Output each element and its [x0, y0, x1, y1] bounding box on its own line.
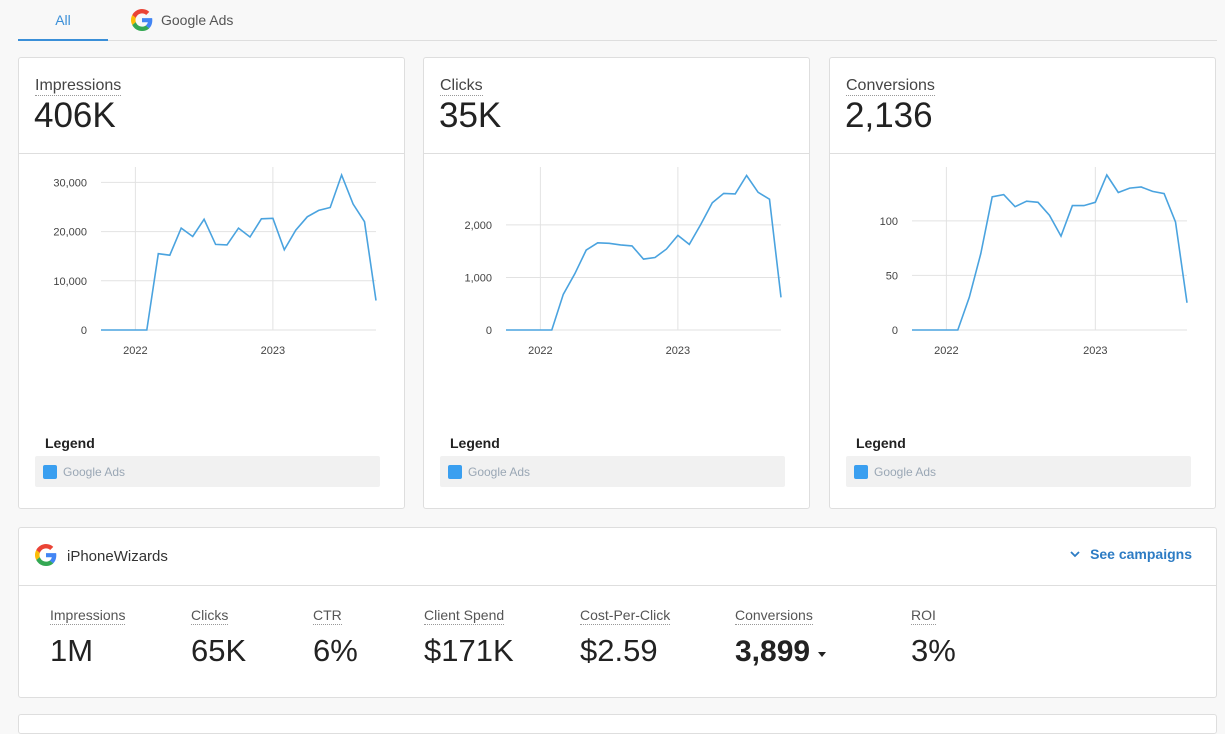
metric-roi: ROI 3% — [911, 607, 956, 669]
metric-label[interactable]: Client Spend — [424, 607, 505, 625]
account-summary: iPhoneWizards See campaigns Impressions … — [18, 527, 1217, 698]
next-account-card — [18, 714, 1217, 734]
metric-value: $171K — [424, 633, 514, 668]
metric-label[interactable]: ROI — [911, 607, 936, 625]
metric-value: 1M — [50, 633, 94, 668]
legend-item-label: Google Ads — [63, 464, 126, 479]
legend-item-google-ads[interactable]: Google Ads — [846, 456, 1191, 487]
metric-conversions: Conversions 3,899 — [735, 607, 827, 669]
metric-label[interactable]: Clicks — [191, 607, 229, 625]
y-tick-label: 0 — [81, 325, 87, 337]
metric-value: 3% — [911, 633, 956, 668]
clicks-card: Clicks 35K 0 1,000 2,000 2022 2023 Legend Go… — [423, 57, 810, 509]
conversions-card: Conversions 2,136 0 50 100 2022 2023 Legend … — [829, 57, 1216, 509]
x-tick-label: 2023 — [1083, 345, 1107, 357]
google-logo-icon — [131, 9, 153, 31]
tab-all-label: All — [55, 11, 71, 28]
card-header: Clicks 35K — [424, 58, 809, 154]
y-tick-label: 20,000 — [53, 227, 87, 239]
metric-impressions: Impressions 1M — [50, 607, 126, 669]
y-tick-label: 1,000 — [464, 272, 492, 284]
series-line-google-ads[interactable] — [912, 173, 1188, 331]
account-name: iPhoneWizards — [67, 548, 168, 565]
x-tick-label: 2023 — [261, 345, 285, 357]
tab-google-ads[interactable]: Google Ads — [131, 0, 233, 40]
metric-label[interactable]: Impressions — [50, 607, 126, 625]
y-tick-label: 0 — [892, 325, 898, 337]
metric-ctr: CTR 6% — [313, 607, 358, 669]
card-header: Impressions 406K — [19, 58, 404, 154]
impressions-card: Impressions 406K 0 10,000 20,000 30,000 2022… — [18, 57, 405, 509]
card-title[interactable]: Conversions — [846, 77, 935, 96]
legend-swatch — [448, 464, 462, 479]
metric-value: 3,899 — [735, 635, 811, 668]
metric-label[interactable]: Conversions — [735, 607, 813, 625]
metric-clicks: Clicks 65K — [191, 607, 246, 669]
y-tick-label: 0 — [486, 325, 492, 337]
card-value: 2,136 — [845, 96, 933, 135]
y-tick-label: 10,000 — [53, 276, 87, 288]
legend-title: Legend — [450, 435, 500, 451]
google-logo-icon — [35, 544, 57, 566]
x-tick-label: 2022 — [123, 345, 147, 357]
metric-client-spend: Client Spend $171K — [424, 607, 514, 669]
legend-swatch — [43, 464, 57, 479]
metric-value: 6% — [313, 633, 358, 668]
legend-item-label: Google Ads — [874, 464, 937, 479]
tab-all[interactable]: All — [18, 0, 108, 41]
conversions-dropdown[interactable]: 3,899 — [735, 635, 827, 669]
account-header: iPhoneWizards See campaigns — [19, 528, 1216, 586]
metric-label[interactable]: CTR — [313, 607, 342, 625]
card-value: 35K — [439, 96, 502, 135]
legend-swatch — [854, 464, 868, 479]
legend-title: Legend — [45, 435, 95, 451]
x-tick-label: 2023 — [666, 345, 690, 357]
metric-value: $2.59 — [580, 633, 658, 668]
card-title[interactable]: Impressions — [35, 77, 122, 96]
see-campaigns-button[interactable]: See campaigns — [1070, 546, 1192, 562]
impressions-chart: 0 10,000 20,000 30,000 2022 2023 — [53, 167, 377, 357]
conversions-chart: 0 50 100 2022 2023 — [880, 167, 1188, 357]
metric-value: 65K — [191, 633, 247, 668]
y-tick-label: 100 — [880, 216, 898, 228]
y-tick-label: 50 — [886, 270, 898, 282]
metric-label[interactable]: Cost-Per-Click — [580, 607, 671, 625]
y-tick-label: 2,000 — [464, 220, 492, 232]
tab-google-ads-label: Google Ads — [161, 12, 234, 28]
legend-item-google-ads[interactable]: Google Ads — [440, 456, 785, 487]
series-line-google-ads[interactable] — [506, 174, 782, 331]
caret-down-icon — [818, 651, 827, 657]
legend-item-label: Google Ads — [468, 464, 531, 479]
legend-item-google-ads[interactable]: Google Ads — [35, 456, 380, 487]
series-line-google-ads[interactable] — [101, 172, 377, 331]
metric-cost-per-click: Cost-Per-Click $2.59 — [580, 607, 671, 669]
card-header: Conversions 2,136 — [830, 58, 1215, 154]
x-tick-label: 2022 — [528, 345, 552, 357]
see-campaigns-label: See campaigns — [1090, 546, 1192, 562]
card-title[interactable]: Clicks — [440, 77, 483, 96]
y-tick-label: 30,000 — [53, 177, 87, 189]
card-value: 406K — [34, 96, 116, 135]
x-tick-label: 2022 — [934, 345, 958, 357]
chevron-down-icon — [1070, 550, 1080, 557]
legend-title: Legend — [856, 435, 906, 451]
clicks-chart: 0 1,000 2,000 2022 2023 — [464, 167, 782, 357]
source-tabs: All Google Ads — [18, 0, 1217, 41]
